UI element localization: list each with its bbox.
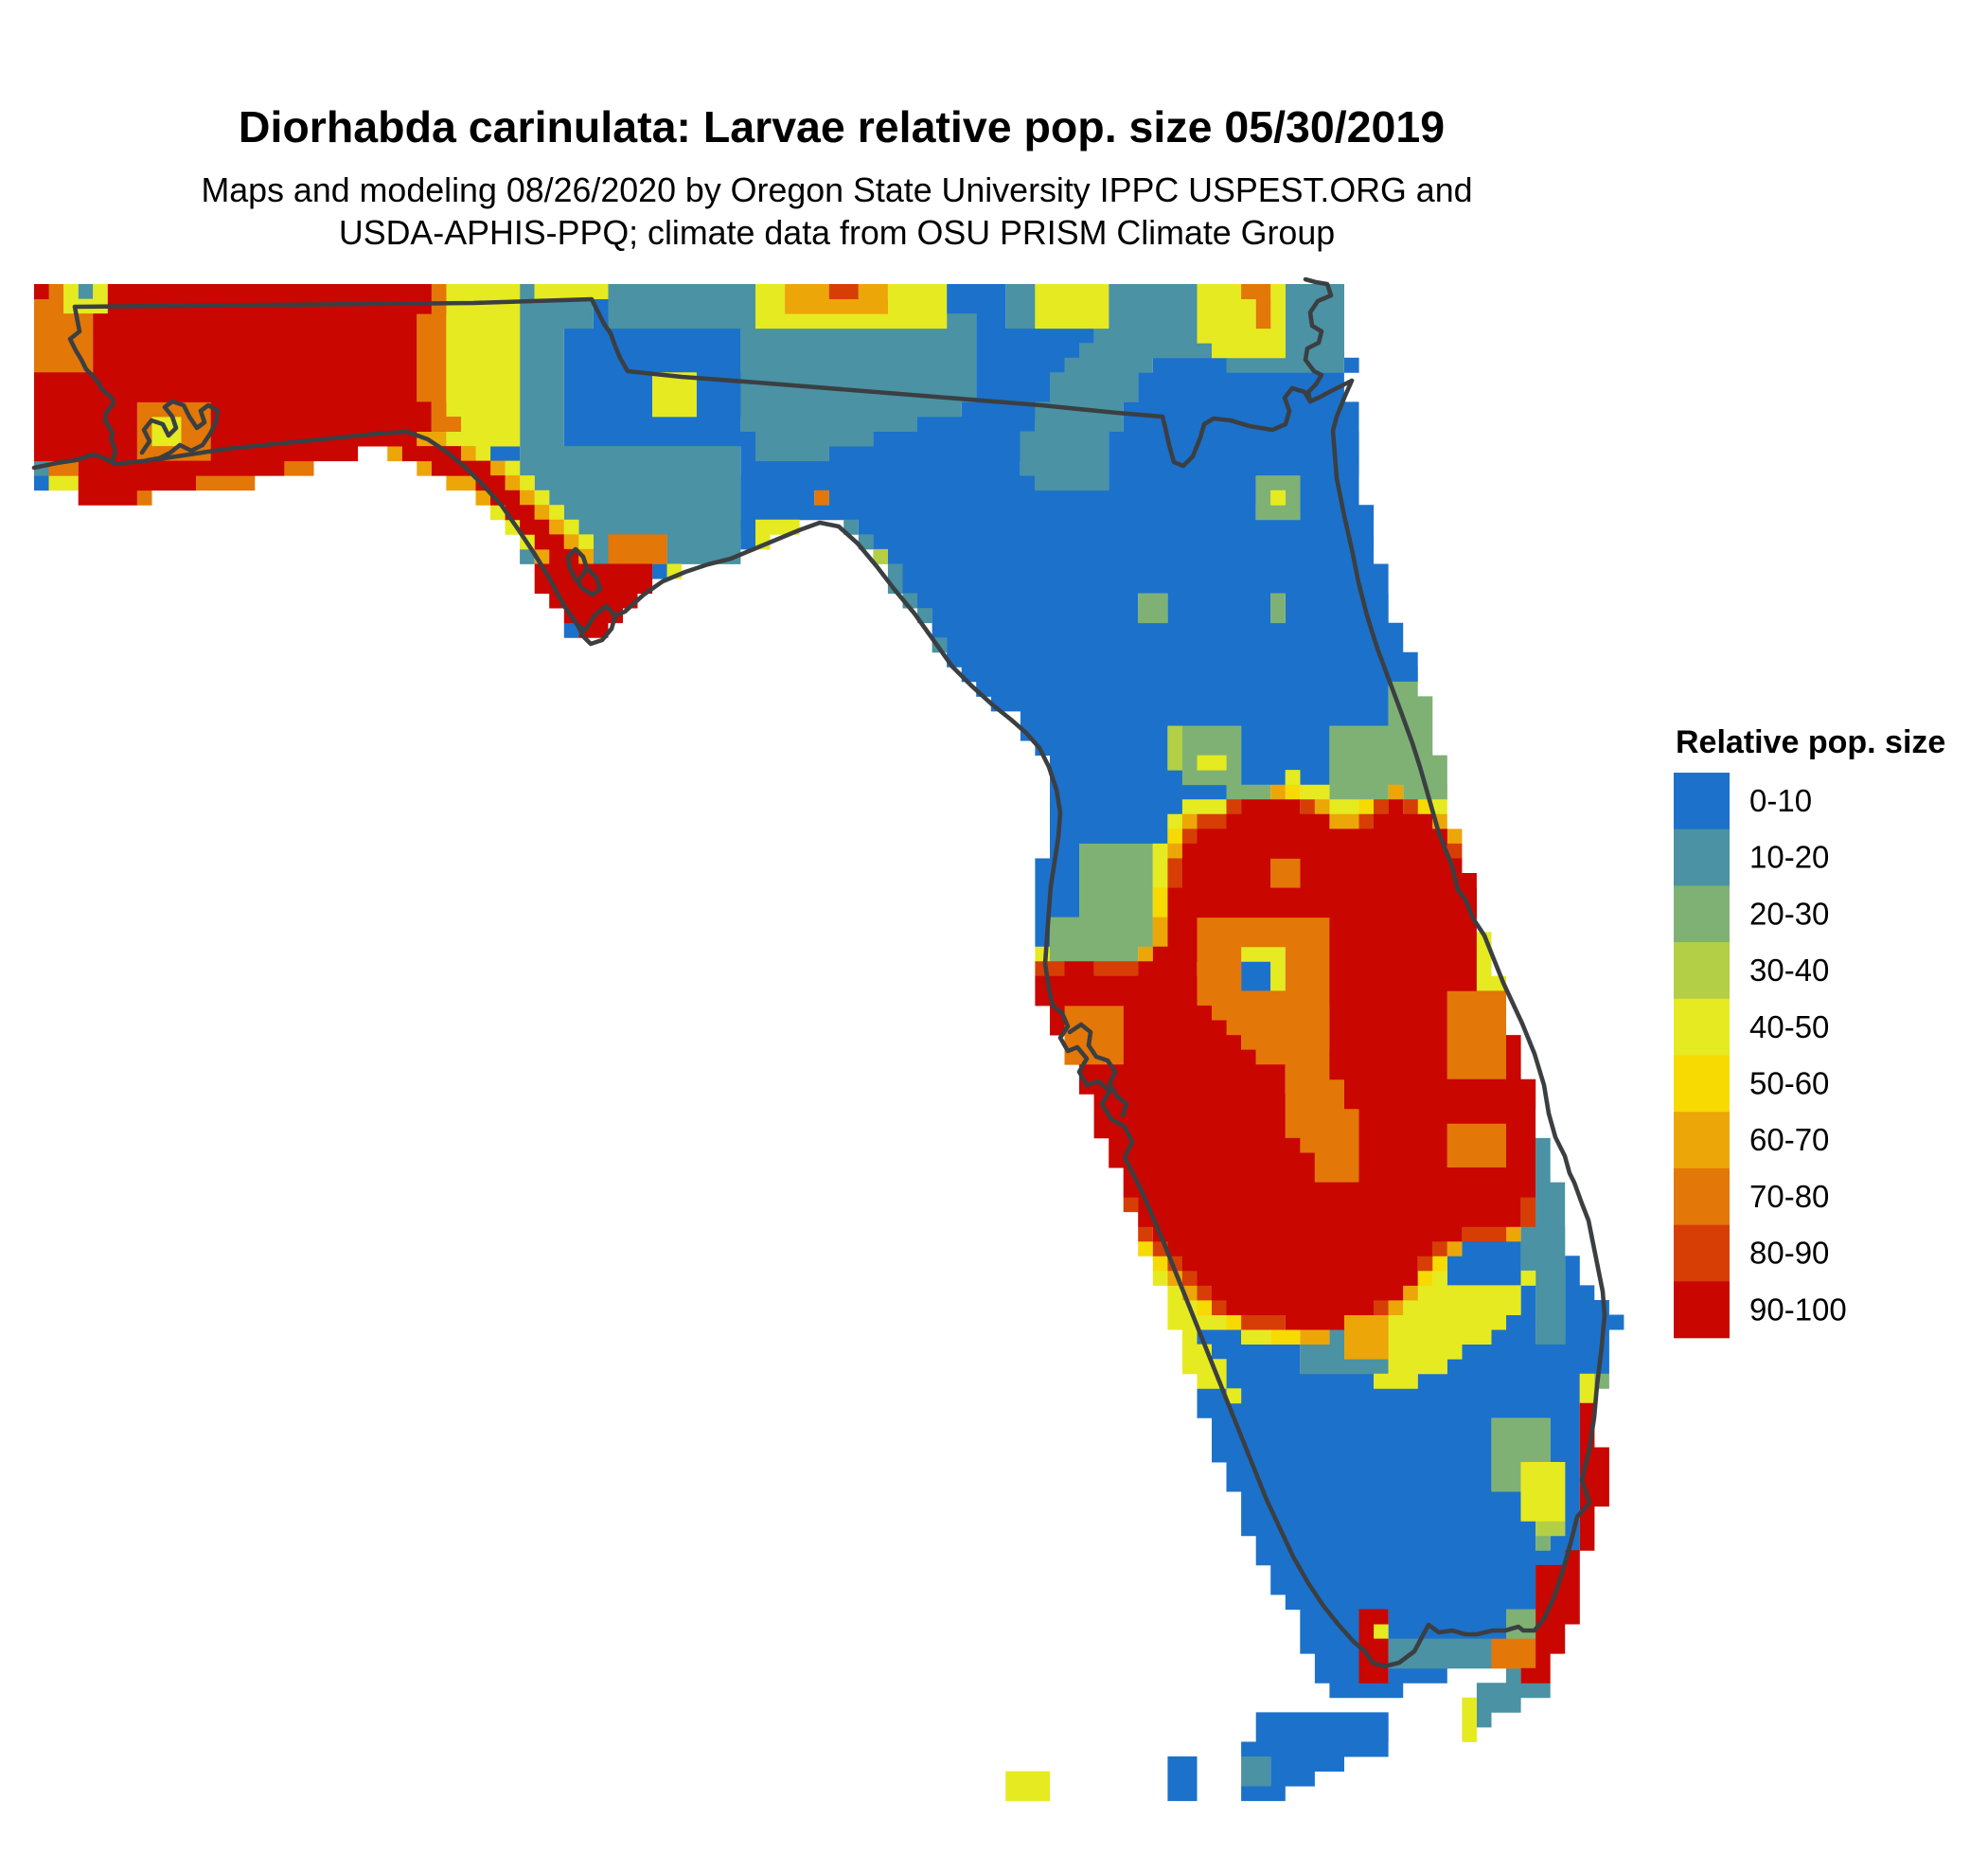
svg-text:USDA-APHIS-PPQ; climate data f: USDA-APHIS-PPQ; climate data from OSU PR… bbox=[339, 214, 1335, 252]
svg-text:Relative pop. size: Relative pop. size bbox=[1676, 724, 1945, 760]
svg-text:20-30: 20-30 bbox=[1749, 896, 1829, 931]
svg-text:60-70: 60-70 bbox=[1749, 1122, 1829, 1157]
svg-text:70-80: 70-80 bbox=[1749, 1179, 1829, 1214]
svg-text:90-100: 90-100 bbox=[1749, 1292, 1847, 1327]
svg-text:50-60: 50-60 bbox=[1749, 1066, 1829, 1101]
svg-text:0-10: 0-10 bbox=[1749, 783, 1812, 818]
svg-text:80-90: 80-90 bbox=[1749, 1236, 1829, 1271]
svg-text:10-20: 10-20 bbox=[1749, 840, 1829, 875]
svg-text:Maps and modeling 08/26/2020 b: Maps and modeling 08/26/2020 by Oregon S… bbox=[201, 171, 1472, 209]
svg-text:40-50: 40-50 bbox=[1749, 1009, 1829, 1044]
svg-text:Diorhabda carinulata: Larvae r: Diorhabda carinulata: Larvae relative po… bbox=[239, 102, 1445, 151]
svg-text:30-40: 30-40 bbox=[1749, 953, 1829, 988]
